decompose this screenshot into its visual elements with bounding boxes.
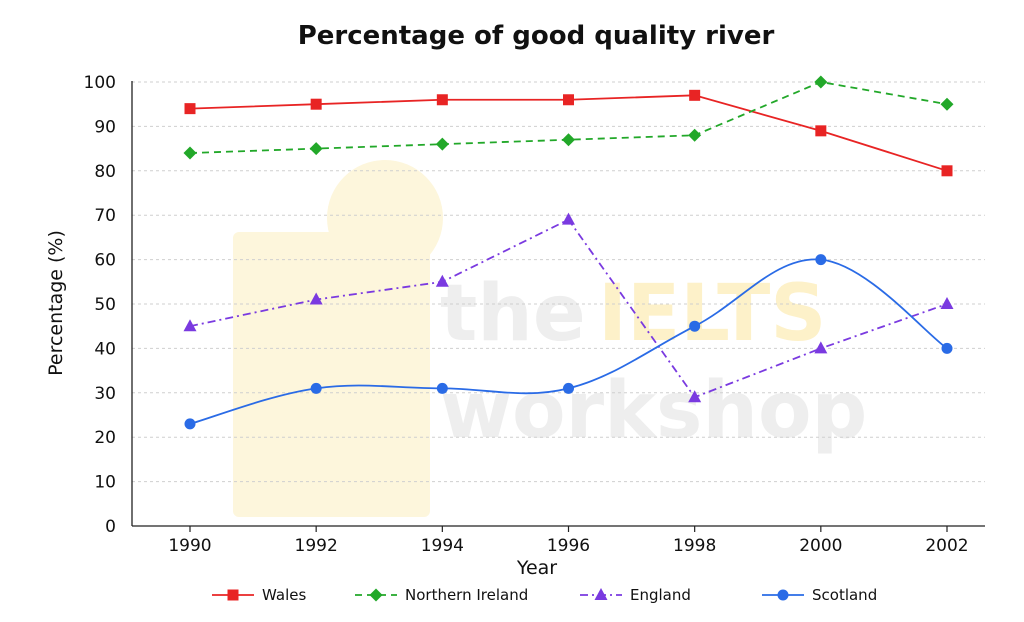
y-tick-label: 30 <box>94 384 116 404</box>
series-england <box>183 212 954 403</box>
y-axis-ticks: 0 10 20 30 40 50 60 70 80 90 100 <box>84 73 116 537</box>
legend-item-england: England <box>580 586 691 604</box>
y-tick-label: 90 <box>94 117 116 137</box>
x-tick-label: 2002 <box>925 536 968 556</box>
watermark-logo: the IELTS workshop <box>233 160 867 517</box>
data-point-england <box>309 292 323 305</box>
legend-marker-wales <box>227 589 239 601</box>
chart-title: Percentage of good quality river <box>298 21 775 51</box>
data-point-scotland <box>941 342 953 354</box>
data-point-wales <box>436 94 448 106</box>
data-point-scotland <box>436 382 448 394</box>
data-point-england <box>562 212 575 225</box>
legend-label-wales: Wales <box>262 586 306 604</box>
y-tick-label: 40 <box>94 339 116 359</box>
data-point-northern-ireland <box>183 146 197 160</box>
x-tick-label: 1994 <box>421 536 464 556</box>
watermark-i-stem <box>233 232 430 517</box>
gridlines <box>132 81 985 483</box>
data-point-england <box>814 341 828 354</box>
x-tick-label: 1998 <box>673 536 716 556</box>
y-tick-label: 60 <box>94 251 116 271</box>
data-point-wales <box>563 94 574 106</box>
series-layer <box>183 75 954 430</box>
data-point-scotland <box>689 320 701 332</box>
data-point-northern-ireland <box>814 75 828 89</box>
data-point-northern-ireland <box>435 137 449 151</box>
data-point-scotland <box>815 254 827 266</box>
data-point-northern-ireland <box>688 128 702 142</box>
watermark-text-ielts: IELTS <box>598 269 826 359</box>
legend-label-scotland: Scotland <box>812 586 877 604</box>
data-point-scotland <box>563 382 574 394</box>
x-tick-label: 1990 <box>168 536 211 556</box>
data-point-northern-ireland <box>309 142 323 156</box>
data-point-england <box>435 274 449 287</box>
y-tick-label: 20 <box>94 428 116 448</box>
legend-label-england: England <box>630 586 691 604</box>
y-tick-label: 10 <box>94 473 116 493</box>
y-tick-label: 50 <box>94 295 116 315</box>
data-point-northern-ireland <box>562 133 575 147</box>
legend-marker-england <box>594 588 608 600</box>
legend-marker-northern-ireland <box>369 588 383 602</box>
x-tick-label: 1992 <box>295 536 338 556</box>
data-point-wales <box>184 103 196 115</box>
x-axis-label: Year <box>516 557 557 579</box>
data-point-scotland <box>184 418 196 430</box>
y-axis-label: Percentage (%) <box>45 230 67 376</box>
data-point-scotland <box>310 382 322 394</box>
data-point-wales <box>310 98 322 110</box>
legend-label-northern-ireland: Northern Ireland <box>405 586 528 604</box>
watermark-i-dot <box>327 160 443 276</box>
x-tick-label: 2000 <box>799 536 842 556</box>
y-tick-label: 80 <box>94 162 116 182</box>
data-point-wales <box>689 89 701 101</box>
watermark-text-the: the <box>440 269 586 359</box>
data-point-england <box>183 319 197 332</box>
data-point-wales <box>941 165 953 177</box>
y-tick-label: 70 <box>94 206 116 226</box>
legend-marker-scotland <box>777 589 789 601</box>
legend-item-wales: Wales <box>212 586 306 604</box>
x-tick-label: 1996 <box>547 536 590 556</box>
data-point-wales <box>815 125 827 137</box>
series-northern-ireland <box>183 75 954 160</box>
legend-item-northern-ireland: Northern Ireland <box>355 586 528 604</box>
series-line-wales <box>189 94 948 172</box>
data-point-england <box>688 390 702 403</box>
data-point-england <box>940 297 954 309</box>
legend: Wales Northern Ireland England Scotland <box>212 586 877 604</box>
data-point-northern-ireland <box>940 97 954 111</box>
y-tick-label: 100 <box>84 73 116 93</box>
watermark-text-workshop: workshop <box>440 366 867 456</box>
x-axis-ticks: 1990 1992 1994 1996 1998 2000 2002 <box>168 526 969 556</box>
series-scotland <box>184 254 953 430</box>
series-wales <box>184 89 953 177</box>
legend-item-scotland: Scotland <box>762 586 877 604</box>
y-tick-label: 0 <box>105 517 116 537</box>
